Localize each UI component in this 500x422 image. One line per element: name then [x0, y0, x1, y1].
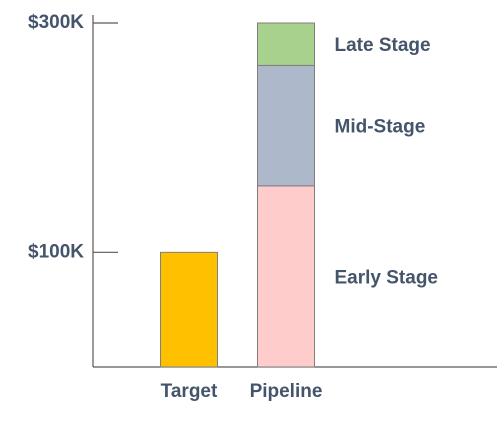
segment-label: Mid-Stage: [335, 117, 426, 138]
x-tick-label: Target: [161, 381, 218, 402]
bar-segment: [257, 185, 315, 368]
y-tick-label: $100K: [28, 241, 84, 262]
bar-segment: [257, 64, 315, 187]
segment-label: Late Stage: [335, 35, 431, 56]
x-tick-label: Pipeline: [250, 381, 323, 402]
bar-segment: [160, 251, 218, 368]
segment-label: Early Stage: [335, 267, 439, 288]
y-tick-label: $300K: [28, 12, 84, 33]
bar-segment: [257, 22, 315, 66]
